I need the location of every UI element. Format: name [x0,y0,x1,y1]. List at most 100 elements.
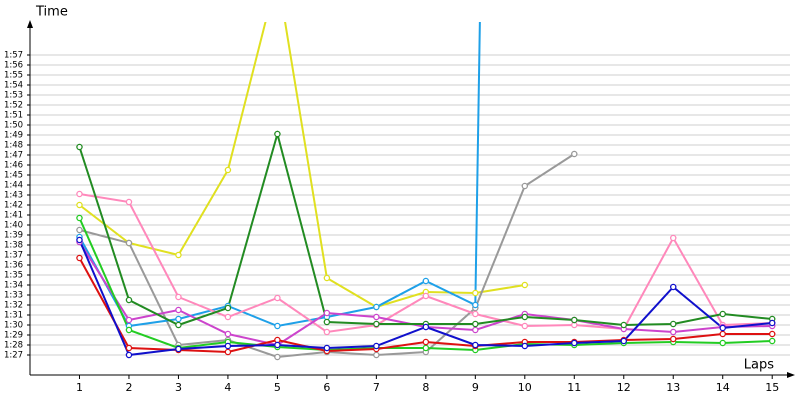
point [669,283,677,291]
point [472,310,479,318]
point [521,313,529,321]
point [571,339,578,347]
y-tick-label: 1:32 [4,301,23,311]
y-tick-label: 1:27 [4,351,23,361]
x-tick-label: 2 [125,381,132,394]
point [373,351,380,359]
y-tick-label: 1:44 [4,181,23,191]
point [175,321,182,329]
x-tick-label: 12 [617,381,631,394]
x-axis-arrow [787,372,795,378]
y-tick-label: 1:53 [4,91,23,101]
y-tick-label: 1:55 [4,71,23,81]
point [373,303,380,311]
point [125,239,133,247]
y-tick-label: 1:29 [4,331,23,341]
y-tick-label: 1:45 [4,171,23,181]
point [224,342,232,350]
point [125,316,133,324]
point [224,166,232,174]
point [76,236,83,244]
point [76,190,83,198]
point [224,348,232,356]
point [669,320,677,328]
point [669,335,677,343]
point [768,319,776,327]
x-tick-label: 4 [224,381,231,394]
point [521,322,529,330]
point [274,322,281,330]
point [125,198,133,206]
point [669,328,677,336]
point [521,342,529,350]
x-tick-label: 7 [373,381,380,394]
point [521,182,529,190]
point [125,344,133,352]
point [422,292,430,300]
y-tick-label: 1:56 [4,61,23,71]
y-tick-label: 1:40 [4,221,23,231]
y-tick-label: 1:52 [4,101,23,111]
point [521,281,529,289]
y-tick-label: 1:36 [4,261,23,271]
plot-area [76,22,776,361]
point [323,274,331,282]
point [175,251,182,259]
point [323,328,331,336]
point [274,294,281,302]
y-tick-label: 1:46 [4,161,23,171]
point [472,320,479,328]
y-tick-label: 1:38 [4,241,23,251]
grid: 1:271:281:291:301:311:321:331:341:351:36… [4,51,790,394]
x-tick-label: 9 [472,381,479,394]
point [719,310,726,318]
point [373,320,380,328]
y-tick-label: 1:30 [4,321,23,331]
point [472,301,479,309]
x-tick-label: 13 [666,381,680,394]
y-tick-label: 1:43 [4,191,23,201]
point [768,330,776,338]
x-tick-label: 10 [518,381,532,394]
point [224,304,232,312]
point [274,341,281,349]
point [76,214,83,222]
point [472,289,479,297]
point [571,150,578,158]
x-tick-label: 15 [765,381,779,394]
y-tick-label: 1:57 [4,51,23,61]
point [719,339,726,347]
x-tick-label: 8 [422,381,429,394]
y-tick-label: 1:51 [4,111,23,121]
point [274,130,281,138]
y-tick-label: 1:47 [4,151,23,161]
point [175,345,182,353]
point [422,344,430,352]
point [224,330,232,338]
point [125,351,133,359]
x-tick-label: 11 [567,381,581,394]
point [175,306,182,314]
point [175,315,182,323]
point [669,234,677,242]
point [76,226,83,234]
point [323,318,331,326]
point [472,326,479,334]
point [472,341,479,349]
y-axis-label: Time [35,5,68,20]
point [76,254,83,262]
y-tick-label: 1:48 [4,141,23,151]
x-tick-label: 14 [716,381,730,394]
point [422,277,430,285]
point [323,344,331,352]
y-tick-label: 1:49 [4,131,23,141]
y-tick-label: 1:39 [4,231,23,241]
y-tick-label: 1:31 [4,311,23,321]
y-tick-label: 1:28 [4,341,23,351]
y-tick-label: 1:41 [4,211,23,221]
point [768,337,776,345]
point [76,201,83,209]
point [373,342,380,350]
point [422,323,430,331]
y-tick-label: 1:34 [4,281,23,291]
